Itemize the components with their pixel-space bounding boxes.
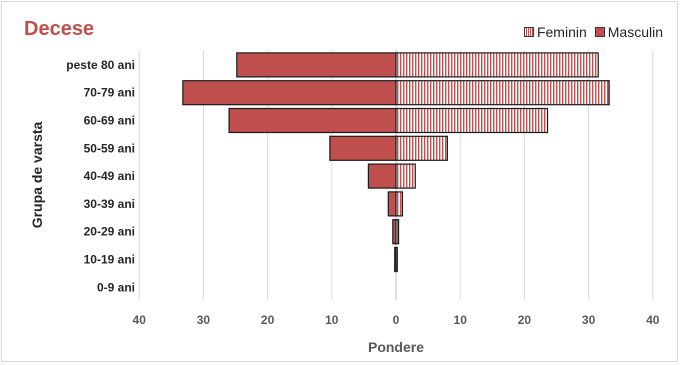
bar-feminin <box>395 80 610 106</box>
y-tick-label: 30-39 ani <box>84 197 135 211</box>
bar-masculin <box>387 191 397 217</box>
bar-masculin <box>329 135 397 161</box>
y-tick-label: 70-79 ani <box>84 86 135 100</box>
bar-masculin <box>182 80 397 106</box>
y-tick-label: peste 80 ani <box>66 58 135 72</box>
x-tick-label: 10 <box>325 313 339 327</box>
legend-item-masculin: Masculin <box>594 24 663 40</box>
y-tick-label: 20-29 ani <box>84 225 135 239</box>
x-tick-label: 10 <box>454 313 468 327</box>
bar-masculin <box>367 163 397 189</box>
chart-title: Decese <box>24 18 95 40</box>
x-tick-label: 20 <box>261 313 275 327</box>
y-tick-label: 50-59 ani <box>84 141 135 155</box>
bar-feminin <box>395 219 400 245</box>
bar-feminin <box>395 52 599 78</box>
bar-feminin <box>395 163 416 189</box>
x-axis-title: Pondere <box>368 339 424 355</box>
bar-feminin <box>395 135 448 161</box>
legend-label-feminin: Feminin <box>536 24 587 40</box>
bar-masculin <box>236 52 397 78</box>
legend: Feminin Masculin <box>516 24 663 40</box>
y-tick-label: 60-69 ani <box>84 114 135 128</box>
bar-masculin <box>228 107 397 134</box>
y-tick-label: 40-49 ani <box>84 169 135 183</box>
y-tick-label: 10-19 ani <box>84 253 135 267</box>
bar-feminin <box>395 191 404 217</box>
legend-swatch-masculin <box>594 27 605 37</box>
y-tick-label: 0-9 ani <box>97 280 135 294</box>
bar-feminin <box>395 107 549 134</box>
legend-item-feminin: Feminin <box>523 24 587 40</box>
x-tick-label: 30 <box>582 313 596 327</box>
x-tick-label: 40 <box>646 313 660 327</box>
x-tick-label: 40 <box>133 313 147 327</box>
x-tick-label: 0 <box>393 313 400 327</box>
legend-swatch-feminin <box>523 27 534 37</box>
x-tick-label: 20 <box>518 313 532 327</box>
bar-feminin <box>395 246 398 273</box>
x-tick-label: 30 <box>197 313 211 327</box>
legend-label-masculin: Masculin <box>607 24 663 40</box>
y-axis-title: Grupa de varsta <box>29 121 45 228</box>
